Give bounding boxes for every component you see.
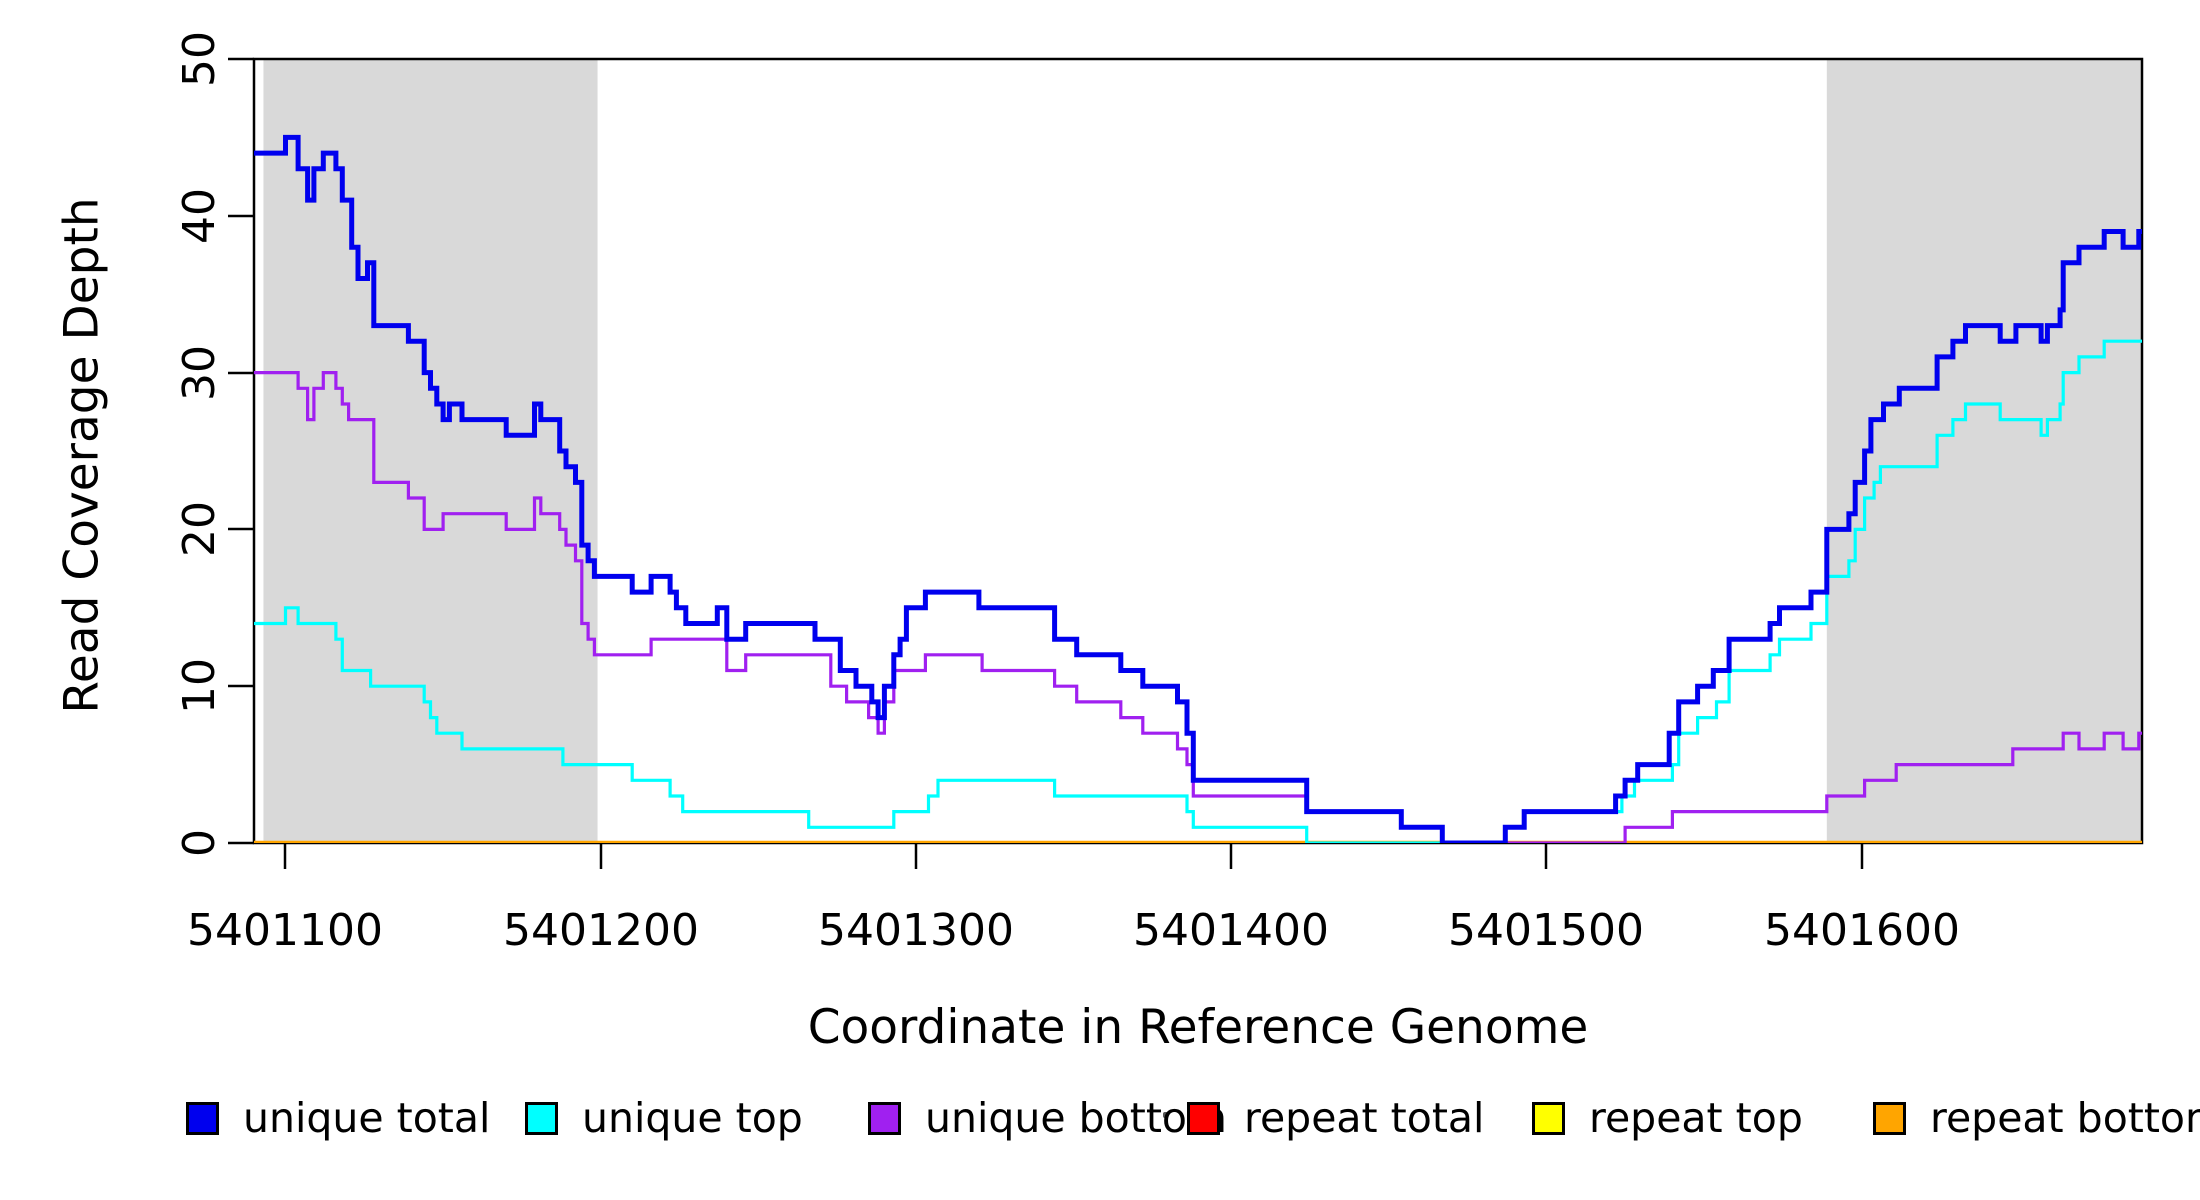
unique-top-swatch-icon <box>525 1101 558 1135</box>
legend-label: unique top <box>582 1094 803 1142</box>
series-unique-top <box>254 339 2142 843</box>
unique-bottom-swatch-icon <box>868 1101 901 1135</box>
legend-item-repeat-total: repeat total <box>1187 1088 1484 1148</box>
legend-label: repeat top <box>1589 1094 1803 1142</box>
x-tick-label: 5401600 <box>1764 905 1960 956</box>
repeat-bottom-swatch-icon <box>1873 1101 1906 1135</box>
legend: unique total unique top unique bottom re… <box>0 1088 2200 1158</box>
y-tick-label: 0 <box>174 829 225 857</box>
x-axis <box>283 843 1864 869</box>
x-tick-label: 5401200 <box>503 905 699 956</box>
y-tick-label: 30 <box>174 345 225 401</box>
x-axis-title: Coordinate in Reference Genome <box>807 1000 1589 1055</box>
y-tick-label: 20 <box>174 501 225 557</box>
legend-label: unique bottom <box>925 1094 1227 1142</box>
x-tick-label: 5401500 <box>1448 905 1644 956</box>
y-axis-title: Read Coverage Depth <box>54 197 110 714</box>
series-unique-total <box>254 134 2142 843</box>
series-unique-bottom <box>254 371 2142 843</box>
x-tick-label: 5401300 <box>818 905 1014 956</box>
right-gray-band <box>1826 59 2142 843</box>
coverage-series <box>254 134 2142 843</box>
legend-item-unique-bottom: unique bottom <box>868 1088 1227 1148</box>
x-tick-label: 5401100 <box>187 905 383 956</box>
legend-label: repeat bottom <box>1930 1094 2200 1142</box>
stray-dot-artifact <box>1163 1112 1168 1118</box>
y-tick-label: 40 <box>174 188 225 244</box>
unique-total-swatch-icon <box>186 1101 219 1135</box>
y-tick-labels: 0 10 20 30 40 50 <box>174 31 225 857</box>
legend-item-unique-top: unique top <box>525 1088 803 1148</box>
y-tick-label: 50 <box>174 31 225 87</box>
legend-item-unique-total: unique total <box>186 1088 490 1148</box>
x-tick-label: 5401400 <box>1133 905 1329 956</box>
y-tick-label: 10 <box>174 658 225 714</box>
legend-item-repeat-bottom: repeat bottom <box>1873 1088 2200 1148</box>
legend-item-repeat-top: repeat top <box>1532 1088 1803 1148</box>
y-axis <box>228 57 254 845</box>
legend-label: unique total <box>243 1094 491 1142</box>
legend-label: repeat total <box>1244 1094 1485 1142</box>
repeat-top-swatch-icon <box>1532 1101 1565 1135</box>
x-tick-labels: 5401100 5401200 5401300 5401400 5401500 … <box>187 905 1960 956</box>
shaded-regions <box>263 59 2142 843</box>
repeat-total-swatch-icon <box>1187 1101 1220 1135</box>
